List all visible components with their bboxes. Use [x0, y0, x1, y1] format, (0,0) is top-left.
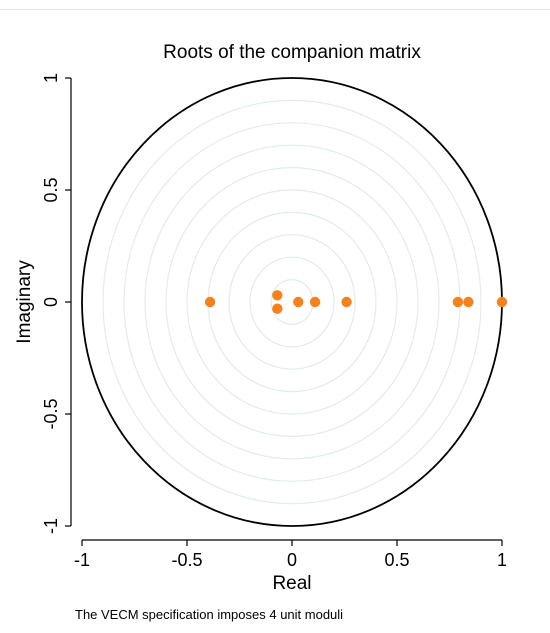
grid-circle [144, 144, 440, 460]
grid-circle [165, 167, 419, 437]
x-tick-label: -1 [74, 550, 90, 570]
root-point [309, 296, 321, 308]
y-tick-label: 0.5 [41, 177, 61, 202]
y-tick-label: -0.5 [41, 398, 61, 429]
root-point [272, 303, 283, 314]
grid-circle [249, 256, 335, 348]
root-point [272, 290, 283, 301]
root-point [341, 296, 352, 308]
y-axis-ticks: -1 -0.5 0 0.5 1 [41, 73, 71, 534]
x-tick-label: 0.5 [384, 550, 409, 570]
y-tick-label: 1 [41, 73, 61, 83]
root-point [293, 296, 304, 308]
chart-note: The VECM specification imposes 4 unit mo… [75, 607, 343, 622]
grid-circle [186, 189, 398, 415]
root-point [463, 296, 474, 308]
root-point [204, 296, 216, 308]
y-axis-label: Imaginary [14, 260, 35, 344]
grid-circle [102, 99, 482, 505]
x-tick-label: -0.5 [171, 550, 202, 570]
x-axis-label: Real [272, 573, 311, 594]
chart-title: Roots of the companion matrix [163, 42, 421, 63]
y-tick-label: -1 [41, 518, 61, 534]
y-tick-label: 0 [41, 297, 61, 307]
x-axis-ticks: -1 -0.5 0 0.5 1 [74, 540, 507, 570]
x-tick-label: 1 [497, 550, 507, 570]
root-point [496, 296, 508, 308]
roots-points [204, 290, 508, 314]
x-tick-label: 0 [287, 550, 297, 570]
root-point [452, 296, 464, 308]
grid-circle [228, 234, 356, 370]
